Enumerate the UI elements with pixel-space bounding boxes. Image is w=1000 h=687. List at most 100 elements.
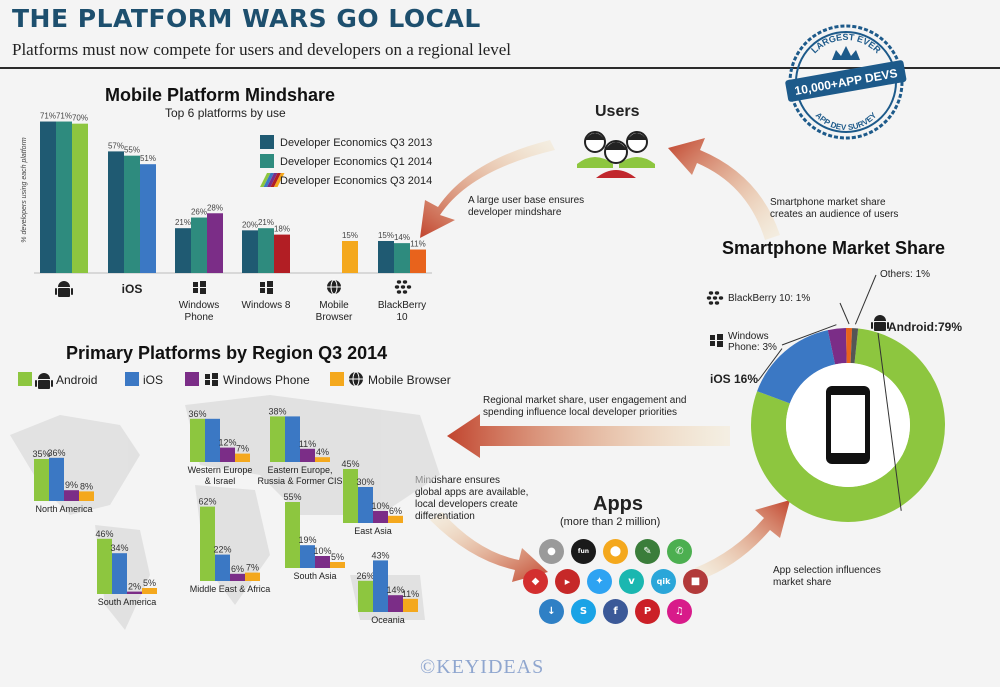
mindshare-category-label: Phone — [185, 312, 214, 323]
region-label: & Israel — [205, 476, 236, 486]
region-bar — [315, 457, 330, 462]
region-bar — [112, 553, 127, 594]
region-value-label: 10% — [313, 546, 331, 556]
mindshare-value-label: 51% — [140, 154, 156, 163]
mindshare-value-label: 70% — [72, 114, 88, 123]
mindshare-value-label: 28% — [207, 203, 223, 212]
region-value-label: 11% — [402, 589, 419, 599]
microphone-icon: ● — [539, 539, 564, 564]
region-bar — [245, 572, 260, 581]
mindshare-category-label: Windows 8 — [242, 300, 291, 311]
page-title: THE PLATFORM WARS GO LOCAL — [12, 4, 481, 33]
region-bar — [215, 554, 230, 581]
region-label: South America — [98, 597, 157, 607]
region-value-label: 4% — [316, 447, 329, 457]
donut-leader-line — [877, 332, 902, 511]
region-bar — [200, 506, 215, 581]
annotation-mindshare-apps: Mindshare ensures global apps are availab… — [415, 475, 529, 522]
annotation-market-audience: Smartphone market share creates an audien… — [770, 197, 899, 220]
region-bar — [403, 598, 418, 612]
users-title: Users — [595, 103, 640, 120]
region-label: Oceania — [371, 615, 405, 625]
region-bar — [34, 459, 49, 501]
region-title: Primary Platforms by Region Q3 2014 — [66, 343, 388, 363]
mindshare-bar — [410, 249, 426, 273]
mindshare-value-label: 14% — [394, 233, 410, 242]
page-subtitle: Platforms must now compete for users and… — [12, 40, 512, 59]
region-label: Middle East & Africa — [190, 584, 271, 594]
mindshare-category-label: 10 — [396, 312, 408, 323]
region-value-label: 14% — [386, 585, 404, 595]
region-bar — [285, 502, 300, 568]
donut-slice — [757, 330, 836, 404]
users-icon — [577, 131, 655, 178]
region-value-label: 11% — [299, 439, 316, 449]
donut-leader-line — [854, 274, 877, 325]
region-bar — [300, 545, 315, 568]
skype-icon: S — [571, 599, 596, 624]
region-value-label: 5% — [331, 552, 344, 562]
region-legend-label: Android — [56, 373, 97, 387]
region-value-label: 36% — [47, 448, 65, 458]
region-value-label: 8% — [80, 481, 93, 491]
mindshare-bar — [274, 234, 290, 273]
region-bar — [315, 556, 330, 568]
region-value-label: 7% — [236, 444, 249, 454]
region-value-label: 35% — [32, 449, 50, 459]
mindshare-bar — [207, 213, 223, 273]
donut-leader-line — [757, 348, 783, 382]
mindshare-bar — [140, 164, 156, 273]
region-value-label: 34% — [110, 543, 128, 553]
watermark: ©KEYIDEAS — [420, 656, 545, 678]
windows-icon — [205, 373, 218, 386]
survey-badge: LARGEST EVER 10,000+APP DEVS APP DEV SUR… — [785, 24, 907, 140]
region-value-label: 43% — [371, 550, 389, 560]
mindshare-value-label: 71% — [40, 112, 56, 121]
smartphone-icon — [826, 386, 870, 464]
mindshare-category-label: iOS — [122, 282, 143, 296]
annotation-app-selection: App selection influences market share — [773, 565, 881, 588]
mindshare-bar — [258, 228, 274, 273]
mindshare-value-label: 15% — [342, 231, 358, 240]
region-bar — [190, 418, 205, 462]
region-bar — [358, 487, 373, 523]
region-value-label: 9% — [65, 480, 78, 490]
region-value-label: 12% — [218, 438, 236, 448]
fun-app-icon: fun — [571, 539, 596, 564]
mindshare-value-label: 20% — [242, 220, 258, 229]
globe-icon — [349, 371, 363, 387]
mindshare-value-label: 15% — [378, 231, 394, 240]
windows-icon — [193, 281, 206, 294]
region-label: Eastern Europe, — [267, 465, 332, 475]
region-bar — [285, 416, 300, 462]
blackberry-icon — [394, 280, 412, 294]
mindshare-bar — [191, 217, 207, 273]
region-label: Russia & Former CIS — [257, 476, 342, 486]
donut-label: Phone: 3% — [728, 342, 777, 353]
youtube-icon: ▶ — [555, 569, 580, 594]
region-value-label: 10% — [371, 501, 389, 511]
vine-icon: v — [619, 569, 644, 594]
android-icon — [35, 373, 53, 389]
apps-subtitle: (more than 2 million) — [560, 516, 661, 528]
mindshare-subtitle: Top 6 platforms by use — [165, 106, 286, 120]
blackberry-icon — [706, 291, 724, 305]
arrow-market-to-users — [668, 138, 780, 240]
region-value-label: 22% — [213, 545, 231, 555]
badge-crown-icon — [832, 46, 860, 60]
region-value-label: 6% — [389, 506, 402, 516]
mindshare-legend-label: Developer Economics Q1 2014 — [280, 156, 432, 168]
region-legend-label: iOS — [143, 373, 163, 387]
region-bar — [127, 591, 142, 594]
region-value-label: 46% — [95, 529, 113, 539]
mindshare-ylabel: % developers using each platform — [21, 137, 28, 243]
donut-slice — [850, 328, 859, 364]
whatsapp-icon: ✆ — [667, 539, 692, 564]
market-share-title: Smartphone Market Share — [722, 238, 946, 258]
region-legend-swatch — [18, 372, 32, 386]
mindshare-bar — [342, 241, 358, 273]
region-label: South Asia — [293, 571, 336, 581]
donut-label: iOS 16% — [710, 372, 758, 386]
region-bar — [343, 469, 358, 523]
